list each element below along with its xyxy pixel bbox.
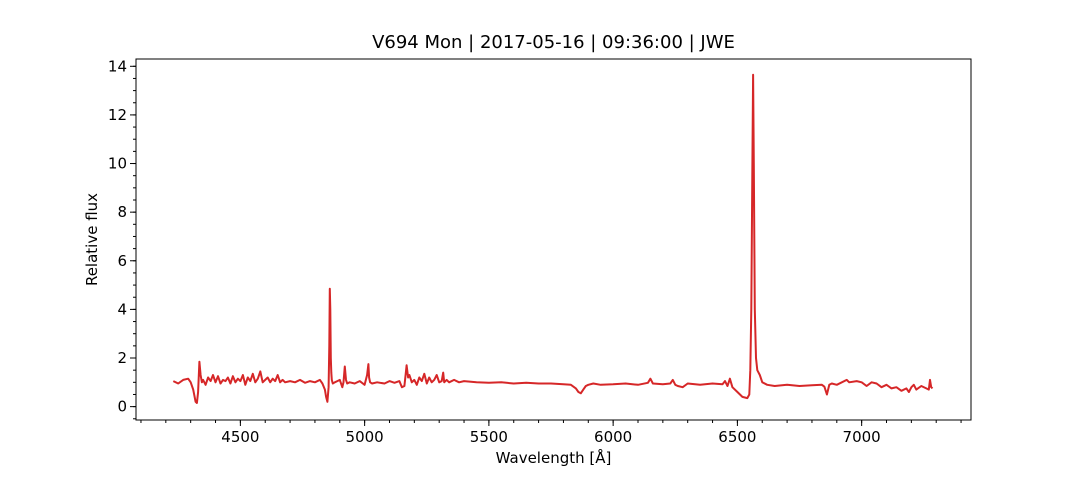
y-tick-label: 10	[108, 155, 127, 173]
y-tick-label: 12	[108, 106, 127, 124]
y-tick-label: 6	[117, 252, 127, 270]
y-tick-label: 8	[117, 203, 127, 221]
plot-frame	[135, 58, 972, 421]
x-tick-label: 5500	[470, 428, 508, 446]
x-tick-label: 6000	[594, 428, 632, 446]
x-tick-label: 6500	[718, 428, 756, 446]
x-tick-label: 4500	[221, 428, 259, 446]
x-tick-label: 7000	[843, 428, 881, 446]
y-axis-label: Relative flux	[83, 193, 101, 286]
y-tick-label: 14	[108, 57, 127, 75]
chart-title: V694 Mon | 2017-05-16 | 09:36:00 | JWE	[372, 32, 735, 53]
x-tick-label: 5000	[346, 428, 384, 446]
x-axis-label: Wavelength [Å]	[496, 448, 612, 467]
axis-ticks: 4500 5000 5500 6000 6500 7000 0 2 4 6 8 10 12 14	[108, 57, 962, 446]
y-tick-label: 4	[117, 300, 127, 318]
y-tick-label: 2	[117, 349, 127, 367]
y-tick-label: 0	[117, 398, 127, 416]
series-line-0	[172, 73, 934, 404]
plot-area	[172, 73, 934, 404]
